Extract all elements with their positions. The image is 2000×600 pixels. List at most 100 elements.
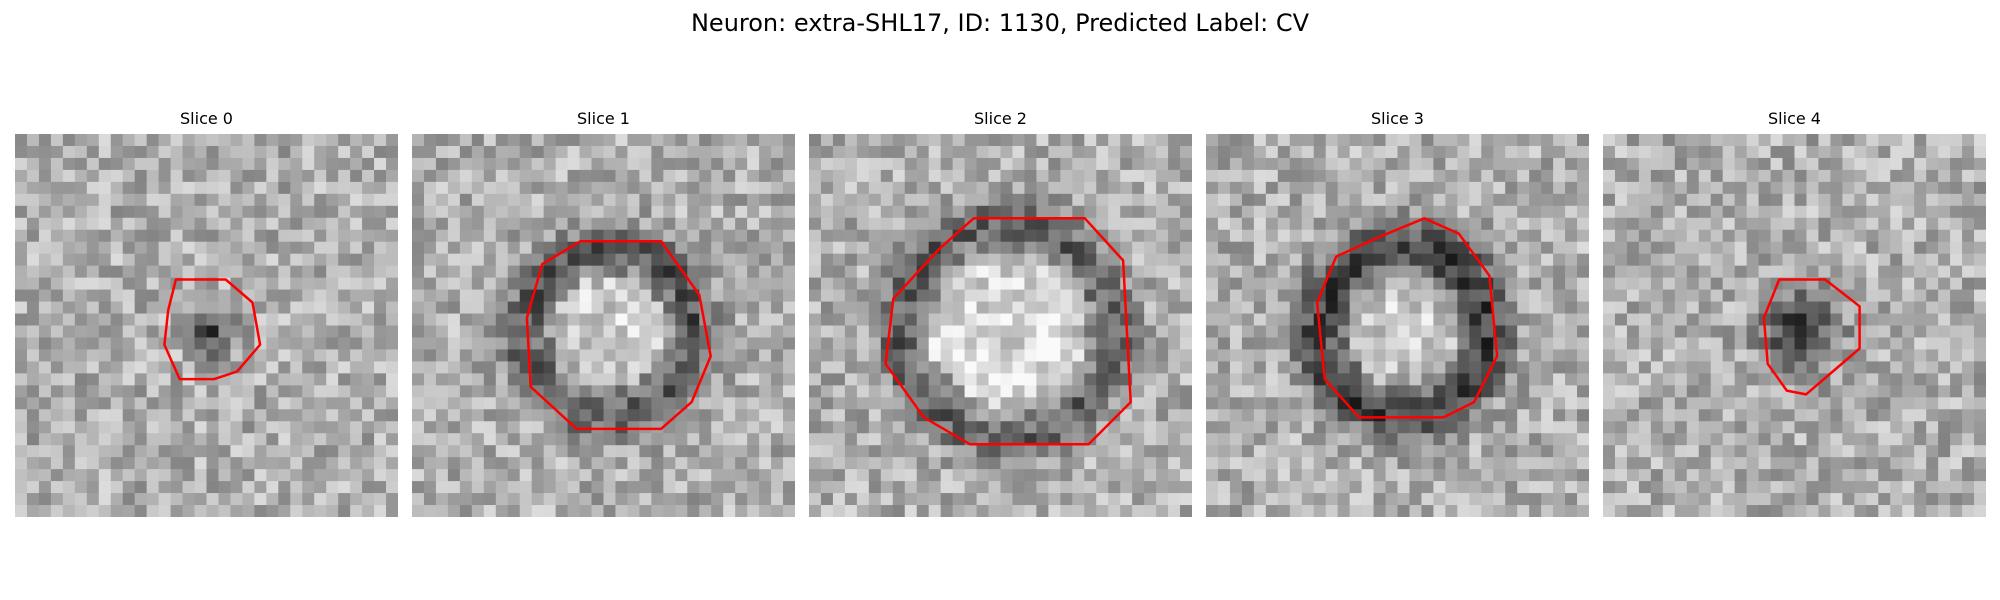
image-pixel [1457, 181, 1470, 195]
image-pixel [1217, 493, 1231, 506]
image-pixel [1120, 205, 1133, 219]
image-pixel [663, 229, 676, 243]
image-pixel [1962, 373, 1975, 386]
image-pixel [651, 445, 664, 458]
image-pixel [916, 337, 930, 351]
image-pixel [1686, 433, 1700, 446]
image-pixel [1206, 169, 1219, 183]
image-pixel [1072, 397, 1085, 410]
image-pixel [1469, 421, 1482, 434]
image-pixel [507, 349, 521, 363]
image-pixel [1361, 157, 1375, 171]
image-pixel [543, 217, 557, 231]
image-pixel [928, 373, 942, 386]
image-pixel [374, 409, 387, 422]
image-pixel [194, 157, 208, 171]
image-pixel [326, 409, 339, 422]
image-pixel [1457, 409, 1470, 422]
image-pixel [447, 134, 461, 147]
image-pixel [880, 505, 894, 517]
image-pixel [158, 157, 172, 171]
image-pixel [1914, 325, 1927, 339]
image-pixel [218, 134, 232, 147]
image-pixel [1277, 253, 1291, 267]
image-pixel [26, 134, 40, 147]
image-pixel [266, 145, 279, 159]
image-pixel [278, 433, 291, 446]
image-pixel [1168, 241, 1181, 255]
image-pixel [1878, 373, 1891, 386]
image-pixel [1373, 397, 1387, 410]
image-pixel [1698, 421, 1712, 434]
image-pixel [844, 265, 858, 279]
image-pixel [1325, 481, 1339, 494]
image-pixel [555, 337, 569, 351]
image-pixel [1277, 361, 1291, 374]
image-pixel [1397, 349, 1411, 363]
image-pixel [362, 385, 375, 398]
image-pixel [1253, 397, 1267, 410]
image-pixel [1890, 361, 1903, 374]
image-pixel [1770, 409, 1784, 422]
image-pixel [1206, 241, 1219, 255]
image-pixel [1060, 313, 1073, 327]
image-pixel [1553, 409, 1566, 422]
image-pixel [1603, 289, 1616, 303]
image-pixel [254, 157, 267, 171]
image-pixel [386, 361, 398, 374]
image-pixel [1156, 134, 1169, 147]
image-pixel [832, 265, 846, 279]
image-pixel [555, 457, 569, 470]
image-pixel [507, 493, 521, 506]
image-pixel [1217, 277, 1231, 291]
image-pixel [555, 134, 569, 147]
image-pixel [1517, 409, 1530, 422]
image-pixel [1048, 193, 1061, 207]
image-pixel [1084, 445, 1097, 458]
image-pixel [495, 313, 509, 327]
image-pixel [964, 313, 978, 327]
image-pixel [856, 445, 870, 458]
image-pixel [603, 349, 617, 363]
image-pixel [1854, 193, 1867, 207]
image-pixel [412, 181, 425, 195]
image-pixel [1638, 349, 1652, 363]
image-pixel [844, 337, 858, 351]
image-pixel [1096, 289, 1109, 303]
image-pixel [1060, 217, 1073, 231]
image-pixel [1854, 445, 1867, 458]
image-pixel [1926, 253, 1939, 267]
image-pixel [615, 397, 629, 410]
image-pixel [880, 421, 894, 434]
image-pixel [471, 205, 485, 219]
image-pixel [1541, 229, 1554, 243]
image-pixel [1060, 505, 1073, 517]
image-pixel [916, 277, 930, 291]
image-pixel [735, 445, 748, 458]
image-pixel [1433, 445, 1446, 458]
image-pixel [627, 241, 641, 255]
image-pixel [771, 385, 784, 398]
image-pixel [1710, 145, 1724, 159]
image-pixel [1206, 193, 1219, 207]
image-pixel [1770, 181, 1784, 195]
image-pixel [1000, 217, 1014, 231]
image-pixel [579, 505, 593, 517]
image-pixel [362, 134, 375, 147]
image-pixel [1938, 169, 1951, 183]
image-pixel [230, 373, 244, 386]
image-pixel [314, 469, 327, 482]
image-pixel [1012, 277, 1026, 291]
image-pixel [1000, 241, 1014, 255]
image-pixel [591, 409, 605, 422]
image-pixel [74, 481, 88, 494]
image-pixel [1818, 193, 1832, 207]
image-pixel [868, 469, 882, 482]
image-pixel [1445, 289, 1458, 303]
image-pixel [122, 313, 136, 327]
image-pixel [62, 145, 76, 159]
image-pixel [206, 205, 220, 219]
slice-panel-2: Slice 2 [809, 108, 1192, 517]
image-pixel [1253, 301, 1267, 315]
image-pixel [1325, 433, 1339, 446]
